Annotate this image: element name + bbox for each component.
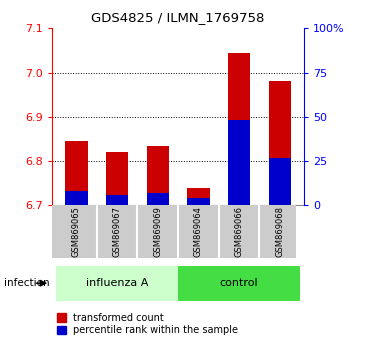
Text: infection: infection (4, 278, 49, 288)
Text: GSM869064: GSM869064 (194, 206, 203, 257)
Legend: transformed count, percentile rank within the sample: transformed count, percentile rank withi… (57, 313, 238, 335)
Bar (187, 188, 210, 205)
Bar (269, 158, 291, 205)
Bar (187, 198, 210, 205)
Text: GSM869069: GSM869069 (153, 206, 162, 257)
Bar (65, 191, 88, 205)
Title: GDS4825 / ILMN_1769758: GDS4825 / ILMN_1769758 (91, 11, 265, 24)
Bar (269, 81, 291, 205)
Text: control: control (220, 278, 259, 288)
Bar (56, 266, 178, 301)
Bar (65, 141, 88, 205)
Bar (106, 195, 128, 205)
Text: influenza A: influenza A (86, 278, 148, 288)
Text: GSM869067: GSM869067 (112, 206, 122, 257)
Bar (106, 152, 128, 205)
Text: GSM869065: GSM869065 (72, 206, 81, 257)
Bar (178, 266, 300, 301)
Text: GSM869066: GSM869066 (234, 206, 244, 257)
Bar (228, 53, 250, 205)
Bar (147, 193, 169, 205)
Text: GSM869068: GSM869068 (275, 206, 284, 257)
Bar (228, 120, 250, 205)
Bar (147, 145, 169, 205)
